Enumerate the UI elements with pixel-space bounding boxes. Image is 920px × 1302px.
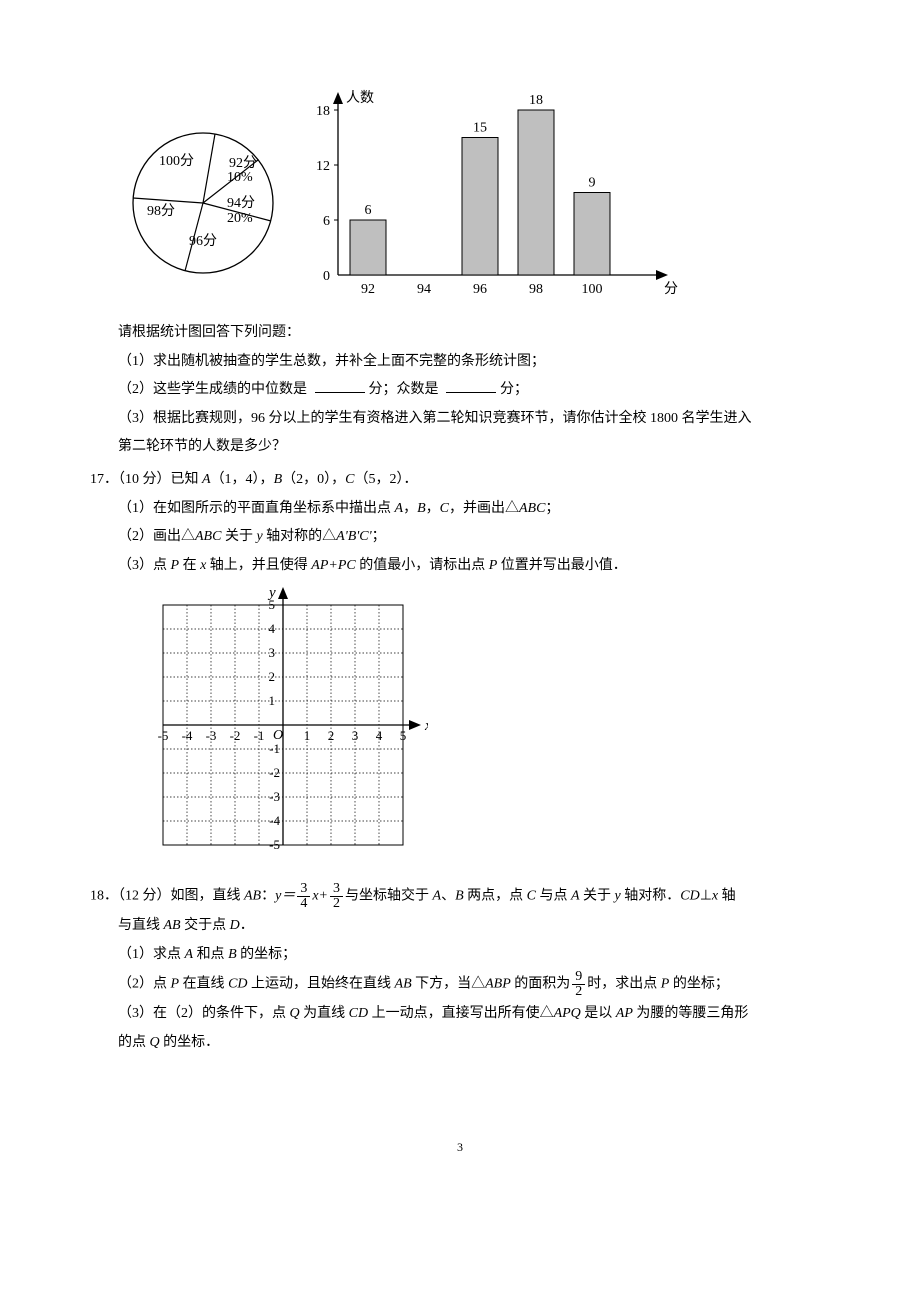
svg-text:2: 2 [328,728,335,743]
svg-text:-3: -3 [269,789,280,804]
q18-p3a: （3）在（2）的条件下，点 Q 为直线 CD 上一动点，直接写出所有使△APQ … [118,1001,830,1028]
svg-text:1: 1 [304,728,311,743]
q16-intro: 请根据统计图回答下列问题： [118,320,830,347]
q18-line2: 与直线 AB 交于点 D． [118,913,830,940]
svg-text:-3: -3 [206,728,217,743]
svg-text:5: 5 [400,728,407,743]
svg-text:96: 96 [473,282,487,297]
q16-p3b: 第二轮环节的人数是多少？ [118,434,830,461]
svg-text:15: 15 [473,121,487,136]
pie-pct-20: 20% [227,211,253,226]
pie-label-94: 94分 [227,195,255,211]
svg-text:98: 98 [529,282,543,297]
svg-text:1: 1 [269,693,276,708]
pie-pct-10: 10% [227,170,253,185]
svg-text:-2: -2 [269,765,280,780]
svg-text:人数: 人数 [346,90,374,106]
svg-text:0: 0 [323,269,330,284]
coordinate-grid: -5-4-3-2-112345-5-4-3-2-112345Oxy [118,585,830,876]
pie-label-100: 100分 [159,153,194,169]
svg-text:分数: 分数 [664,281,678,297]
q16-p1: （1）求出随机被抽查的学生总数，并补全上面不完整的条形统计图； [118,349,830,376]
pie-label-92: 92分 [229,155,257,171]
pie-label-96: 96分 [189,233,217,249]
svg-text:6: 6 [323,214,330,229]
pie-chart: 100分 92分 10% 94分 20% 98分 96分 [118,111,288,289]
svg-text:O: O [273,728,283,743]
svg-text:-1: -1 [254,728,265,743]
svg-text:4: 4 [269,621,276,636]
svg-text:-5: -5 [269,837,280,852]
svg-text:-4: -4 [182,728,193,743]
svg-text:2: 2 [269,669,276,684]
svg-text:4: 4 [376,728,383,743]
q16-p3a: （3）根据比赛规则，96 分以上的学生有资格进入第二轮知识竞赛环节，请你估计全校… [118,406,830,433]
svg-text:x: x [424,718,428,734]
q16-p2: （2）这些学生成绩的中位数是 分；众数是 分； [118,377,830,404]
bar-chart: 0 6 12 18 人数分数 6 92 94 15 96 18 98 9 100 [298,80,678,300]
q18-stem: 18．（12 分）如图，直线 AB：y＝34x+32与坐标轴交于 A、B 两点，… [90,882,830,911]
q17-p2: （2）画出△ABC 关于 y 轴对称的△A'B'C'； [118,524,830,551]
svg-text:y: y [267,585,276,601]
svg-text:12: 12 [316,159,330,174]
svg-text:-5: -5 [158,728,169,743]
svg-text:92: 92 [361,282,375,297]
q18-p3b: 的点 Q 的坐标． [118,1030,830,1057]
pie-label-98: 98分 [147,203,175,219]
svg-text:6: 6 [365,203,372,218]
svg-text:94: 94 [417,282,431,297]
q17-stem: 17．（10 分）已知 A（1，4），B（2，0），C（5，2）． [90,467,830,494]
page-number: 3 [90,1136,830,1159]
svg-text:3: 3 [269,645,276,660]
svg-text:-2: -2 [230,728,241,743]
svg-text:18: 18 [529,93,543,108]
q18-p2: （2）点 P 在直线 CD 上运动，且始终在直线 AB 下方，当△ABP 的面积… [118,970,830,999]
svg-text:-4: -4 [269,813,280,828]
q17-p1: （1）在如图所示的平面直角坐标系中描出点 A，B，C，并画出△ABC； [118,496,830,523]
svg-text:9: 9 [589,176,596,191]
svg-text:3: 3 [352,728,359,743]
q18-p1: （1）求点 A 和点 B 的坐标； [118,942,830,969]
q17-p3: （3）点 P 在 x 轴上，并且使得 AP+PC 的值最小，请标出点 P 位置并… [118,553,830,580]
svg-text:18: 18 [316,104,330,119]
svg-text:-1: -1 [269,741,280,756]
svg-text:100: 100 [582,282,603,297]
